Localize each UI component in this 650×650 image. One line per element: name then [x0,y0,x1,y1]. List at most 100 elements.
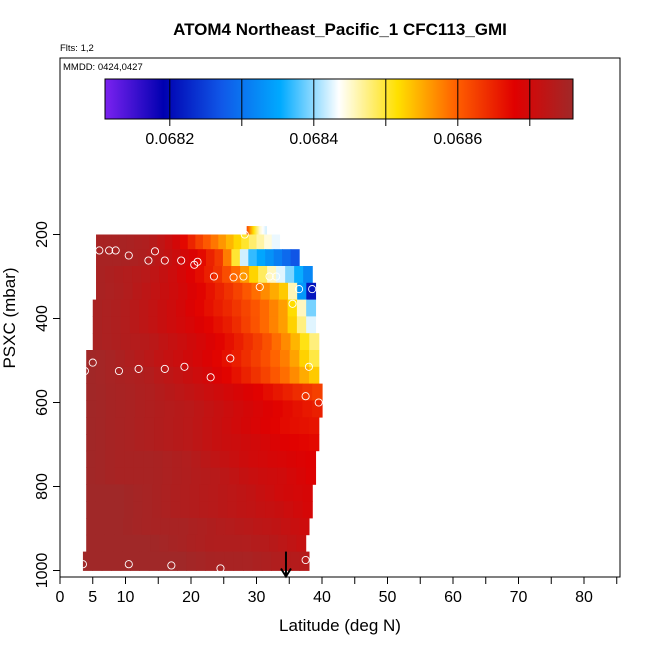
heatmap-cell [133,467,145,485]
heatmap-cell [218,484,229,502]
heatmap-cell [255,484,266,502]
heatmap-cell [277,450,288,468]
heatmap-cell [231,366,242,384]
heatmap-cell [296,534,307,552]
heatmap-cell [194,383,205,401]
heatmap-cell [231,299,242,317]
heatmap-cell [241,234,250,250]
heatmap-cell [168,266,178,284]
heatmap-cell [148,316,159,334]
heatmap-cell [225,234,235,250]
heatmap-cell [306,316,317,334]
sample-point [206,373,215,382]
heatmap-cell [86,501,97,519]
heatmap-cell [134,350,145,368]
heatmap-cell [105,266,115,284]
heatmap-cell [163,434,174,452]
heatmap-cell [253,226,255,235]
heatmap-cell [202,417,213,435]
heatmap-cell [302,501,313,519]
heatmap-cell [312,383,323,401]
heatmap-cell [197,249,207,267]
heatmap-cell [260,226,263,235]
heatmap-cell [249,266,259,284]
y-axis: 200 400 600 800 1000 [34,221,60,588]
heatmap-cells [82,226,323,571]
y-tick-label: 800 [34,473,51,500]
sample-point [301,555,310,565]
heatmap-cell [143,467,154,485]
heatmap-cell [205,333,216,351]
heatmap-cell [200,467,211,485]
heatmap-cell [196,282,207,300]
heatmap-cell [139,551,150,571]
heatmap-cell [105,366,116,384]
flights-note: Flts: 1,2 [60,43,94,54]
heatmap-cell [141,266,151,284]
heatmap-cell [282,383,294,401]
heatmap-cell [271,518,282,536]
sample-point [295,285,304,294]
heatmap-cell [163,366,174,384]
heatmap-cell [250,350,262,368]
heatmap-cell [126,234,135,250]
heatmap-cell [283,501,294,519]
sample-point [272,272,281,281]
heatmap-cell [265,501,276,519]
heatmap-cell [122,534,133,552]
heatmap-cell [214,249,224,267]
heatmap-cell [105,484,116,502]
heatmap-cell [204,383,215,401]
heatmap-cell [158,551,169,571]
heatmap-cell [151,518,162,536]
heatmap-cell [112,249,123,267]
heatmap-cell [296,450,307,468]
heatmap-cell [247,226,249,235]
heatmap-cell [104,534,115,552]
plot-frame [59,57,621,578]
heatmap-cell [271,333,282,351]
heatmap-cell [267,467,278,485]
heatmap-cell [252,226,254,235]
heatmap-cell [86,484,97,502]
heatmap-cell [120,551,131,571]
heatmap-cell [96,282,106,300]
heatmap-cell [233,234,242,250]
heatmap-cell [261,226,263,235]
sample-point [105,246,114,255]
heatmap-cell [95,417,107,435]
heatmap-cell [163,249,173,267]
heatmap-cell [188,518,199,536]
heatmap-cell [243,400,254,418]
heatmap-cell [265,249,275,267]
sample-point [190,260,199,269]
heatmap-cell [166,316,177,334]
heatmap-cell [174,400,186,418]
x-tick-label: 30 [248,589,266,606]
sample-point [240,230,249,239]
heatmap-cell [287,316,298,334]
heatmap-cell [143,450,154,468]
heatmap-cell [202,350,213,368]
heatmap-cell [202,434,213,452]
heatmap-cell [270,434,281,452]
heatmap-cell [214,534,224,552]
heatmap-cell [234,518,245,536]
heatmap-cell [260,417,271,435]
heatmap-cell [254,226,256,235]
heatmap-cell [133,501,144,519]
colorbar-ticks: 0.0682 0.0684 0.0686 [145,131,482,148]
heatmap-cell [95,366,107,384]
heatmap-cell [241,417,252,435]
heatmap-cell [192,350,204,368]
heatmap-cell [96,266,106,284]
heatmap-cell [141,234,151,250]
heatmap-cell [251,282,262,300]
heatmap-cell [154,350,165,368]
heatmap-cell [231,434,242,452]
heatmap-cell [259,316,270,334]
heatmap-cell [248,234,258,250]
heatmap-cell [150,282,161,300]
heatmap-cell [135,400,146,418]
heatmap-cell [309,350,320,368]
